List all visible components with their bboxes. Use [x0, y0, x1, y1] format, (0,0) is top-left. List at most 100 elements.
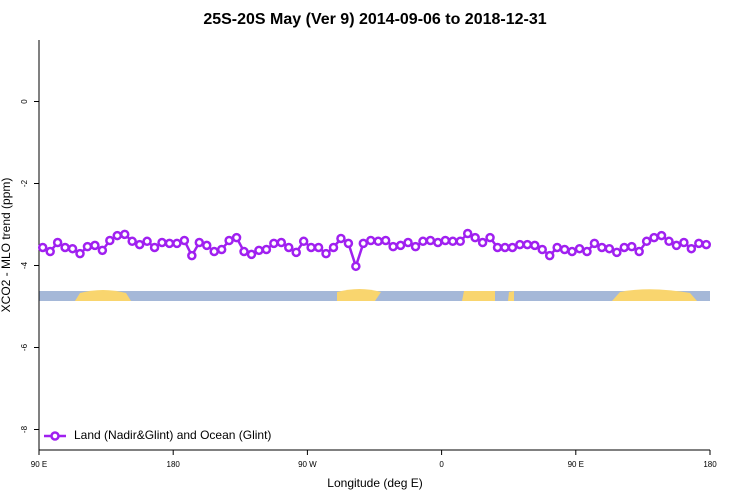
- point: [75, 248, 85, 259]
- point: [105, 235, 115, 246]
- point: [284, 242, 294, 253]
- point: [97, 245, 108, 256]
- point: [291, 247, 301, 258]
- y-tick-label: -8: [20, 425, 29, 433]
- point: [119, 229, 130, 240]
- point: [612, 247, 622, 258]
- point: [82, 241, 93, 252]
- point: [37, 242, 48, 253]
- point: [90, 240, 100, 251]
- chart-title: 25S-20S May (Ver 9) 2014-09-06 to 2018-1…: [203, 11, 546, 28]
- point: [492, 242, 503, 253]
- y-tick-label: -6: [20, 343, 29, 351]
- point: [246, 249, 257, 260]
- point: [440, 235, 451, 246]
- point: [686, 243, 697, 254]
- point: [671, 240, 682, 251]
- point: [701, 239, 712, 250]
- point: [589, 238, 600, 249]
- point: [544, 250, 555, 261]
- point: [366, 235, 376, 246]
- point: [500, 242, 510, 253]
- point: [641, 236, 652, 247]
- point: [164, 238, 175, 249]
- point: [269, 238, 279, 249]
- point: [276, 237, 287, 248]
- point: [485, 232, 495, 243]
- x-tick-label: 90 W: [298, 460, 317, 469]
- point: [172, 238, 182, 249]
- legend-label: Land (Nadir&Glint) and Ocean (Glint): [74, 428, 271, 442]
- x-tick-label: 180: [167, 460, 181, 469]
- x-tick-label: 90 E: [31, 460, 47, 469]
- point: [597, 242, 607, 253]
- point: [216, 244, 227, 255]
- point: [537, 244, 547, 255]
- point: [157, 237, 167, 248]
- y-axis-label: XCO2 - MLO trend (ppm): [0, 178, 13, 313]
- point: [134, 239, 145, 250]
- point: [433, 237, 443, 248]
- point: [179, 235, 190, 246]
- point: [694, 238, 704, 249]
- point: [425, 235, 436, 246]
- point: [455, 236, 465, 247]
- point: [418, 236, 428, 247]
- point: [112, 230, 123, 241]
- point: [194, 237, 205, 248]
- x-tick-label: 180: [703, 460, 717, 469]
- point: [582, 246, 592, 257]
- point: [45, 246, 55, 257]
- point: [336, 233, 346, 244]
- point: [477, 237, 488, 248]
- point: [209, 246, 219, 257]
- point: [67, 243, 78, 254]
- point: [358, 238, 369, 249]
- point: [656, 230, 667, 241]
- point: [664, 236, 674, 247]
- point: [626, 241, 637, 252]
- point: [619, 242, 630, 253]
- x-tick-label: 0: [439, 460, 444, 469]
- point: [351, 261, 361, 272]
- x-tick-label: 90 E: [568, 460, 584, 469]
- point: [224, 235, 234, 246]
- point: [470, 232, 480, 243]
- point: [515, 239, 525, 250]
- x-axis-label: Longitude (deg E): [327, 476, 422, 490]
- point: [187, 250, 197, 261]
- legend-marker: [50, 431, 60, 441]
- point: [343, 238, 354, 249]
- point: [410, 241, 421, 252]
- point: [254, 245, 264, 256]
- point: [567, 246, 577, 257]
- point: [149, 242, 160, 253]
- point: [507, 242, 518, 253]
- point: [202, 240, 212, 251]
- point: [604, 243, 615, 254]
- point: [395, 240, 406, 251]
- point: [679, 237, 689, 248]
- point: [328, 242, 339, 253]
- point: [298, 236, 309, 247]
- point: [313, 242, 324, 253]
- point: [306, 242, 316, 253]
- point: [634, 246, 644, 257]
- point: [321, 248, 331, 259]
- point: [559, 244, 570, 255]
- point: [127, 236, 137, 247]
- point: [142, 236, 152, 247]
- point: [522, 239, 533, 250]
- y-tick-label: -2: [20, 179, 29, 187]
- point: [649, 232, 659, 243]
- point: [552, 242, 562, 253]
- point: [530, 240, 540, 251]
- point: [52, 237, 63, 248]
- point: [231, 232, 242, 243]
- y-tick-label: -4: [20, 261, 29, 269]
- point: [261, 244, 272, 255]
- point: [448, 236, 458, 247]
- land-ocean-strip: [39, 289, 710, 301]
- y-tick-label: 0: [20, 99, 29, 104]
